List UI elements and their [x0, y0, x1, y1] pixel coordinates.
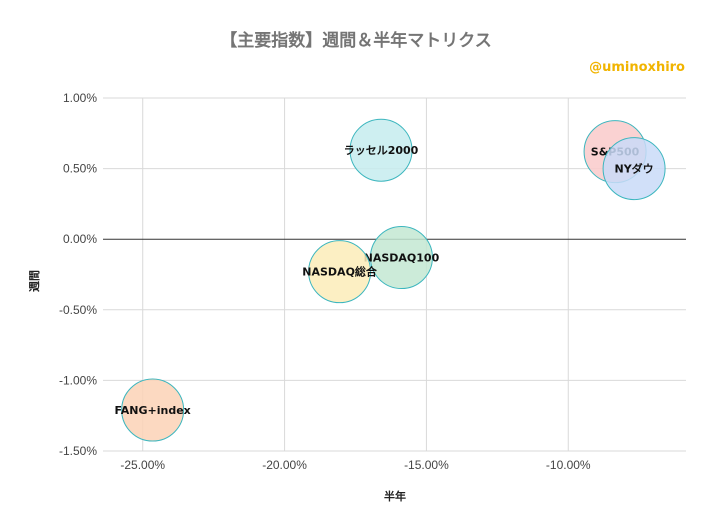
bubble-label: NASDAQ100: [364, 252, 440, 265]
x-axis-label: 半年: [384, 489, 406, 503]
author-watermark: @uminoxhiro: [589, 60, 685, 75]
bubble-marker: [308, 240, 372, 304]
bubble-marker: [602, 137, 666, 201]
bubble-point: NYダウ: [602, 137, 666, 201]
bubble-point: NASDAQ100: [364, 226, 440, 290]
tick-labels: -25.00% -20.00% -15.00% -10.00% 1.00% 0.50% 0.…: [59, 91, 591, 472]
x-tick-label: -10.00%: [546, 458, 591, 472]
y-tick-label: -0.50%: [59, 303, 97, 317]
bubble-point: NASDAQ総合: [302, 240, 378, 304]
bubble-point: ラッセル2000: [344, 118, 419, 182]
bubble-marker: [369, 226, 433, 290]
x-tick-label: -20.00%: [262, 458, 307, 472]
bubble-label: NASDAQ総合: [302, 265, 378, 279]
y-tick-label: -1.50%: [59, 444, 97, 458]
y-tick-label: 0.50%: [63, 162, 97, 176]
bubble-label: ラッセル2000: [344, 144, 419, 157]
x-tick-label: -25.00%: [120, 458, 165, 472]
bubble-label: NYダウ: [614, 162, 653, 176]
y-axis-label: 週間: [27, 270, 41, 292]
x-tick-label: -15.00%: [404, 458, 449, 472]
bubble-marker: [349, 118, 413, 182]
y-tick-label: 0.00%: [63, 232, 97, 246]
chart-title: 【主要指数】週間＆半年マトリクス: [220, 30, 492, 51]
y-tick-label: 1.00%: [63, 91, 97, 105]
bubble-label: FANG+index: [115, 404, 191, 417]
bubbles-layer: ラッセル2000S&P500NYダウNASDAQ100NASDAQ総合FANG+…: [115, 118, 666, 442]
y-tick-label: -1.00%: [59, 373, 97, 387]
bubble-point: FANG+index: [115, 378, 191, 442]
bubble-marker: [121, 378, 185, 442]
